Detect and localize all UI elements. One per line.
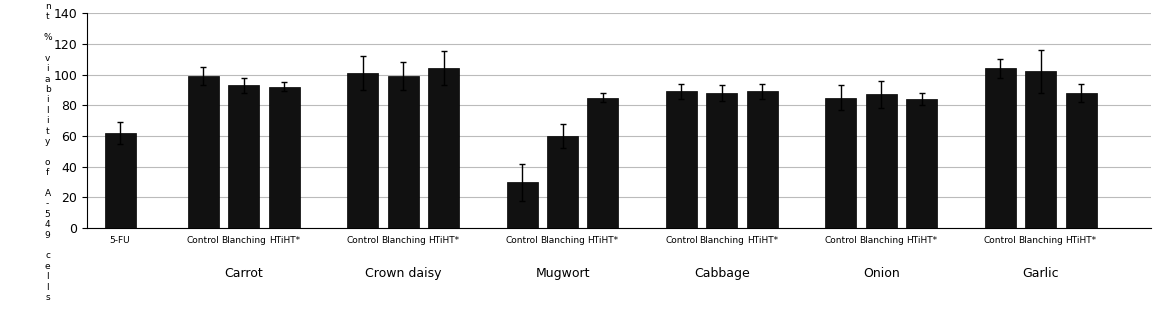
Bar	[985, 68, 1016, 228]
Text: Mugwort: Mugwort	[536, 267, 590, 280]
Bar	[906, 99, 937, 228]
Bar	[588, 97, 618, 228]
Bar	[707, 93, 737, 228]
Bar	[825, 97, 856, 228]
Bar	[347, 73, 378, 228]
Bar	[666, 91, 697, 228]
Bar	[228, 85, 259, 228]
Bar	[428, 68, 459, 228]
Text: Crown daisy: Crown daisy	[364, 267, 441, 280]
Text: Carrot: Carrot	[224, 267, 263, 280]
Text: Garlic: Garlic	[1023, 267, 1059, 280]
Bar	[187, 76, 219, 228]
Bar	[547, 136, 578, 228]
Bar	[507, 182, 538, 228]
Text: Onion: Onion	[863, 267, 900, 280]
Bar	[388, 76, 419, 228]
Bar	[865, 95, 897, 228]
Bar	[1025, 71, 1056, 228]
Y-axis label: l
p
e
r
c
e
n
t
 
%
 
v
i
a
b
i
l
i
t
y
 
o
f
 
A
-
5
4
9
 
c
e
l
l
s: l p e r c e n t % v i a b i l i t y o f …	[43, 0, 52, 302]
Bar	[1066, 93, 1097, 228]
Bar	[268, 87, 300, 228]
Bar	[104, 133, 135, 228]
Bar	[747, 91, 778, 228]
Text: Cabbage: Cabbage	[694, 267, 750, 280]
